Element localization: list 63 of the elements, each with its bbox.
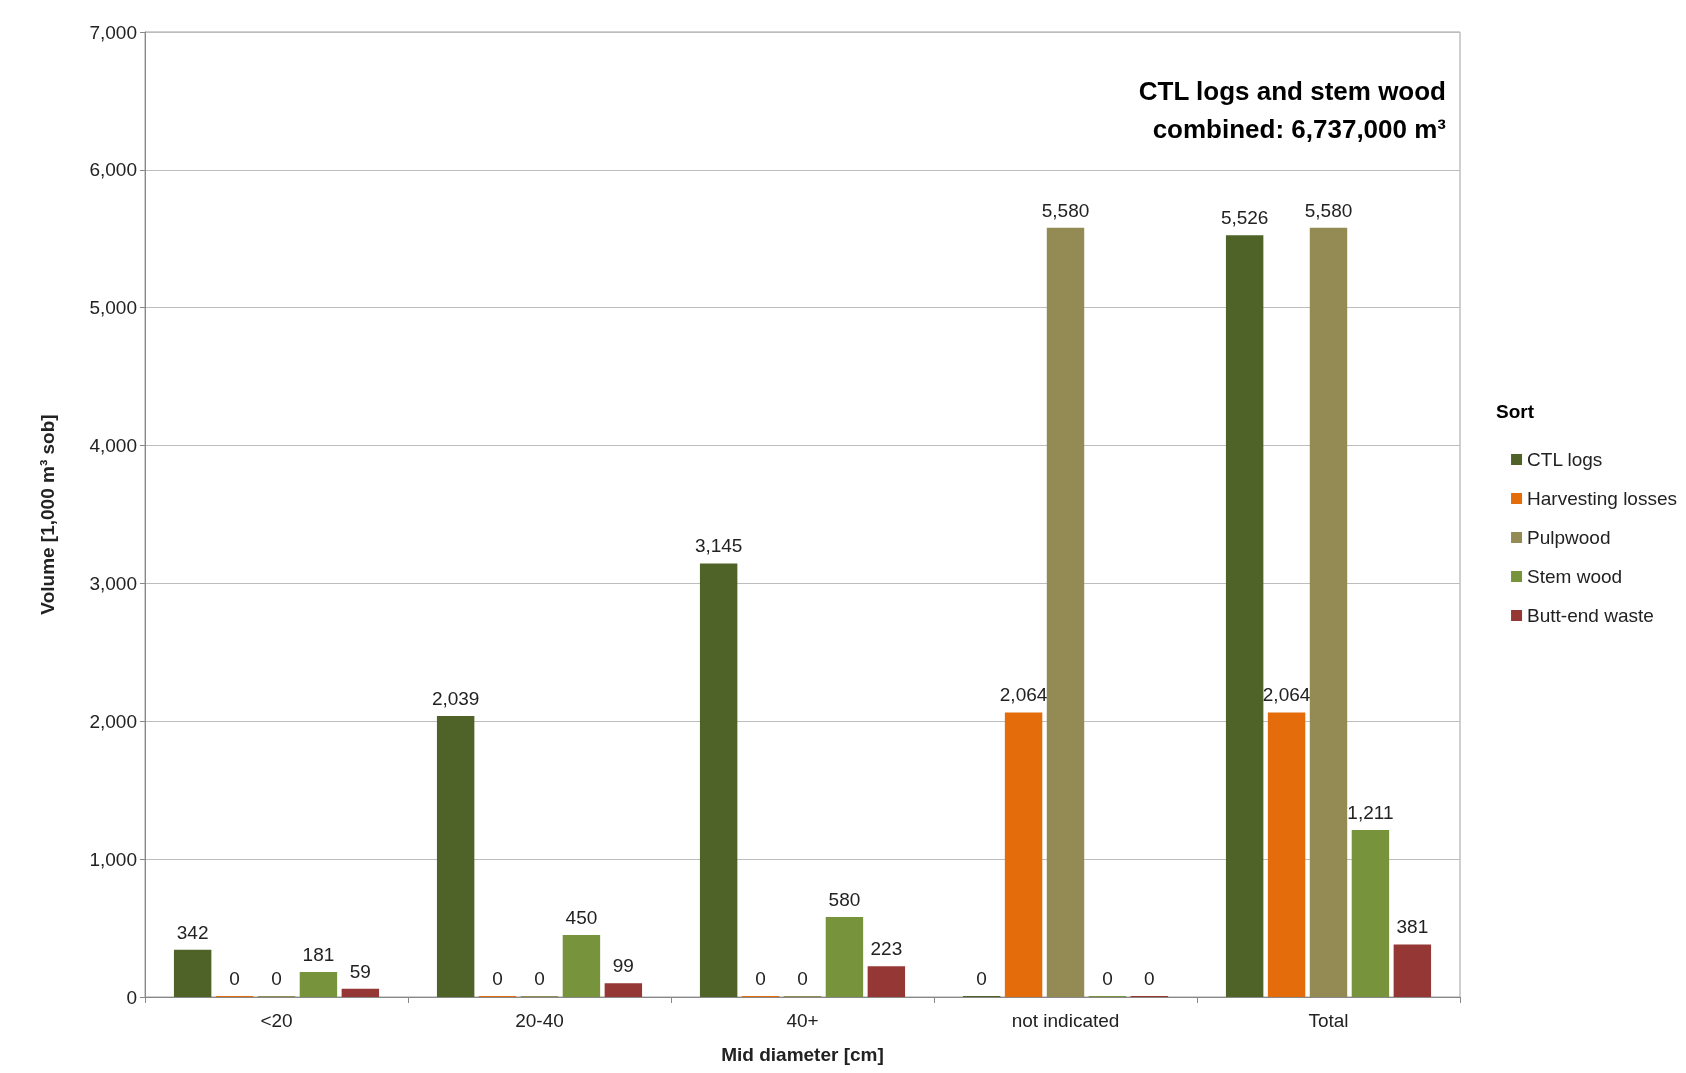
y-tick-label: 7,000 xyxy=(89,21,137,43)
bar xyxy=(825,917,864,997)
legend-label: Stem wood xyxy=(1527,566,1623,587)
x-tick-label: not indicated xyxy=(1011,1010,1120,1031)
y-tick-label: 0 xyxy=(126,986,137,1008)
data-label: 0 xyxy=(1102,968,1113,989)
bar xyxy=(699,563,738,997)
data-label: 181 xyxy=(302,944,335,966)
annotation: CTL logs and stem wood combined: 6,737,000 m³ xyxy=(1138,76,1447,144)
data-label: 2,064 xyxy=(999,684,1048,706)
bar xyxy=(1004,712,1043,997)
data-label: 5,580 xyxy=(1304,199,1353,221)
y-tick-label: 4,000 xyxy=(89,435,137,457)
data-label: 0 xyxy=(271,968,282,989)
bar xyxy=(173,949,212,997)
data-label: 0 xyxy=(755,968,766,989)
data-label: 99 xyxy=(612,955,634,977)
data-label: 2,039 xyxy=(431,687,480,709)
y-tick-label: 5,000 xyxy=(89,297,137,319)
bar xyxy=(1225,235,1264,997)
data-label: 0 xyxy=(229,968,240,989)
data-label: 381 xyxy=(1396,916,1429,938)
x-tick-label: Total xyxy=(1308,1010,1349,1031)
bar xyxy=(1351,830,1390,997)
bar xyxy=(867,966,906,997)
data-label: 580 xyxy=(828,889,861,911)
legend-label: Pulpwood xyxy=(1527,527,1611,548)
legend-label: Harvesting losses xyxy=(1527,488,1677,509)
x-tick-label: <20 xyxy=(260,1010,293,1031)
data-label: 342 xyxy=(176,921,209,943)
bar xyxy=(604,983,643,997)
bar xyxy=(299,972,338,997)
y-axis-title: Volume [1,000 m³ sob] xyxy=(37,414,58,615)
data-label: 3,145 xyxy=(694,535,743,557)
data-label: 0 xyxy=(797,968,808,989)
data-label: 59 xyxy=(349,960,371,982)
data-label: 5,580 xyxy=(1041,199,1090,221)
data-label: 2,064 xyxy=(1262,684,1311,706)
bar xyxy=(436,715,475,997)
x-tick-label: 40+ xyxy=(786,1010,819,1031)
y-tick-label: 1,000 xyxy=(89,848,137,870)
x-axis-title: Mid diameter [cm] xyxy=(721,1044,884,1065)
data-label: 223 xyxy=(870,938,903,960)
legend-label: CTL logs xyxy=(1527,449,1603,470)
bar xyxy=(1046,227,1085,997)
bar xyxy=(1393,944,1432,997)
bar xyxy=(341,988,380,997)
data-label: 0 xyxy=(534,968,545,989)
y-tick-label: 6,000 xyxy=(89,159,137,181)
y-tick-label: 2,000 xyxy=(89,710,137,732)
bar xyxy=(1267,712,1306,997)
legend-label: Butt-end waste xyxy=(1527,605,1654,626)
y-tick-label: 3,000 xyxy=(89,572,137,594)
data-label: 5,526 xyxy=(1220,207,1269,229)
bar xyxy=(562,934,601,997)
data-label: 0 xyxy=(1144,968,1155,989)
data-label: 0 xyxy=(492,968,503,989)
data-label: 1,211 xyxy=(1347,802,1394,824)
bar xyxy=(1309,227,1348,997)
legend-title: Sort xyxy=(1496,401,1535,422)
data-label: 450 xyxy=(565,906,598,928)
data-label: 0 xyxy=(976,968,987,989)
x-tick-label: 20-40 xyxy=(515,1010,564,1031)
